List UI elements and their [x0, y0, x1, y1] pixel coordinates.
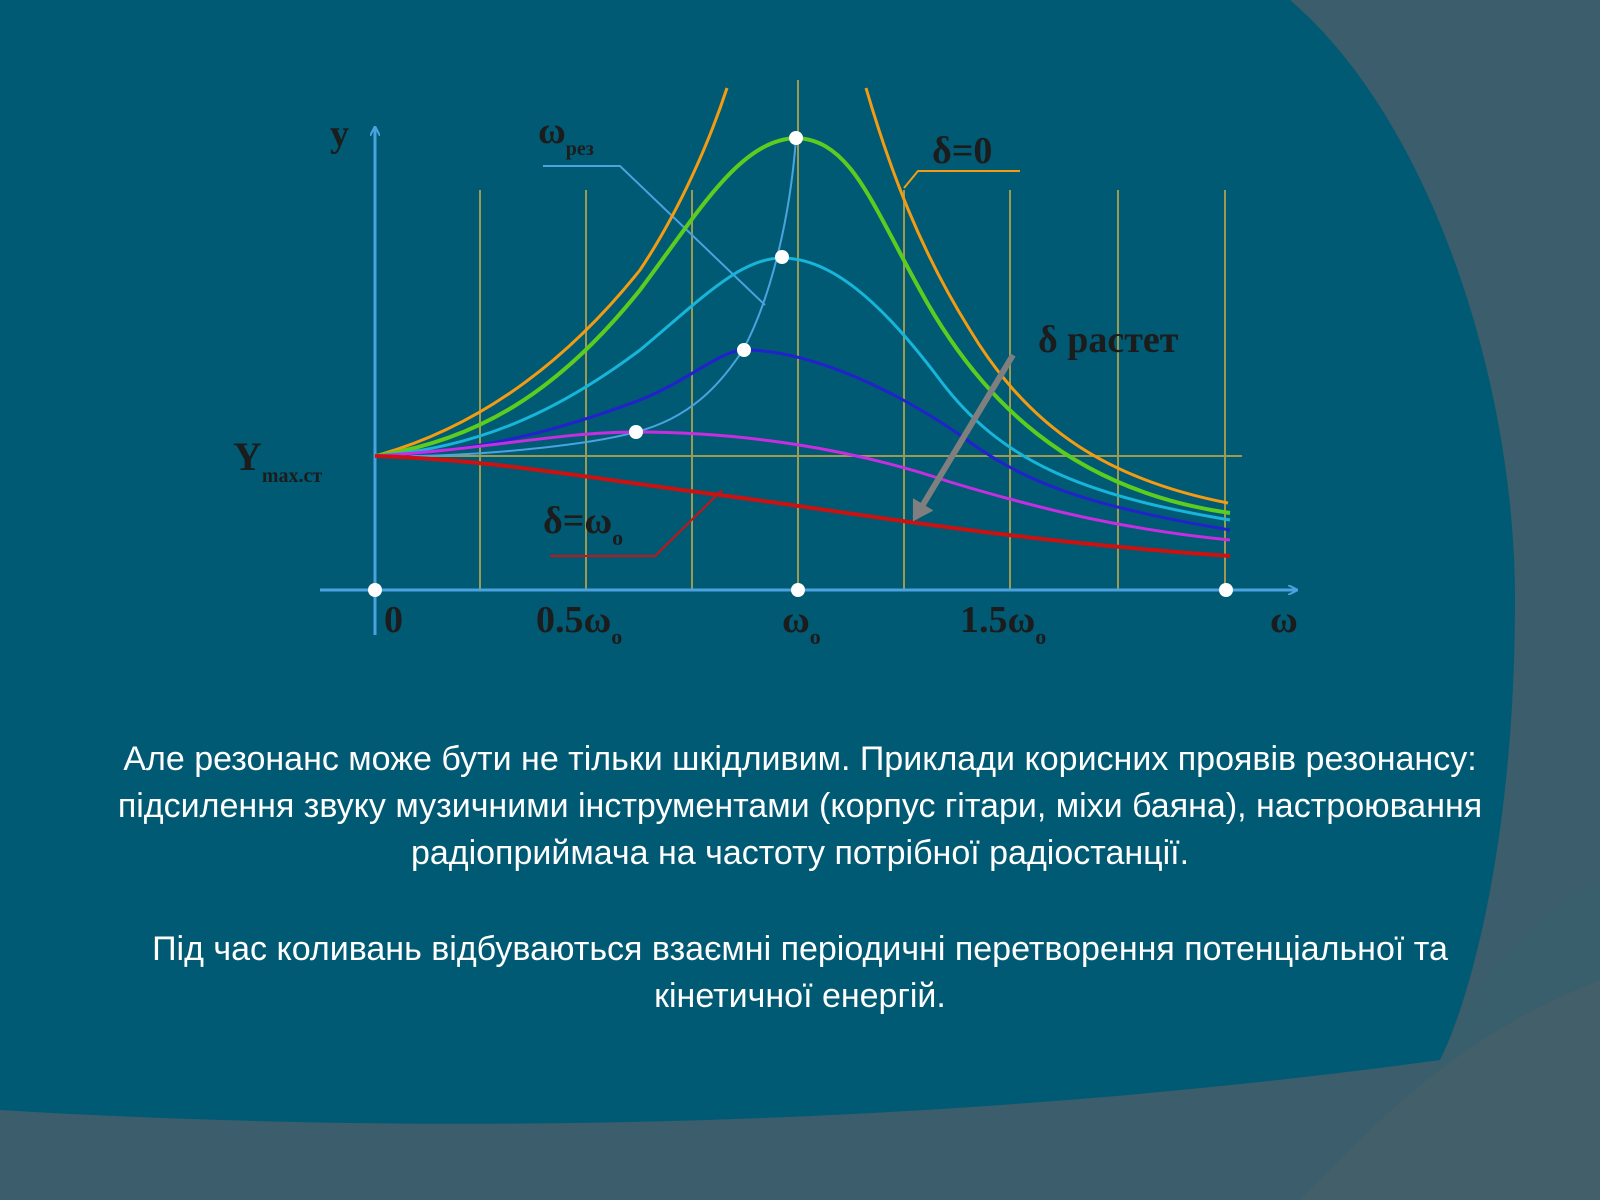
omega-res-leader-line [543, 165, 766, 306]
peak-markers [368, 131, 1233, 597]
resonance-diagram: y ω 0 0.5ωo ωo 1.5ωo Ymax.ст ωрез δ=0 δ … [233, 80, 1600, 649]
x-tick-0: 0 [384, 599, 403, 641]
slide-paragraph-2: Під час коливань відбуваються взаємні пе… [152, 930, 1448, 1015]
peak-marker [737, 343, 751, 357]
delta-zero-label: δ=0 [932, 130, 992, 172]
curve-red [374, 454, 1231, 558]
delta-zero-leader-line [903, 170, 1020, 189]
x-axis-label: ω [1270, 599, 1298, 641]
slide-paragraph-1: Але резонанс може бути не тільки шкідлив… [117, 740, 1483, 872]
x-tick-1-5: 1.5ωo [960, 599, 1046, 649]
curve-delta-zero-right [864, 87, 1229, 505]
delta-omega-label: δ=ωo [543, 500, 623, 550]
delta-grows-label: δ растет [1038, 319, 1179, 361]
curve-delta-zero-left [374, 87, 729, 458]
delta-grows-arrow [912, 353, 1016, 522]
curve-cyan [374, 256, 1231, 522]
curve-magenta [374, 430, 1231, 542]
x-tick-omega0: ωo [782, 599, 821, 649]
axis-marker [1219, 583, 1233, 597]
background-main-shape [0, 0, 1515, 1124]
x-tick-half: 0.5ωo [536, 599, 622, 649]
y-axis-label: y [330, 113, 349, 155]
peak-marker [789, 131, 803, 145]
peak-marker [775, 250, 789, 264]
ymax-label: Ymax.ст [233, 434, 322, 487]
curve-blue [374, 348, 1231, 532]
axis-marker [368, 583, 382, 597]
omega-res-label: ωрез [538, 110, 594, 160]
background-corner-shape [1300, 980, 1600, 1200]
peak-marker [629, 425, 643, 439]
delta-omega-leader-line [550, 489, 723, 557]
axis-marker [791, 583, 805, 597]
